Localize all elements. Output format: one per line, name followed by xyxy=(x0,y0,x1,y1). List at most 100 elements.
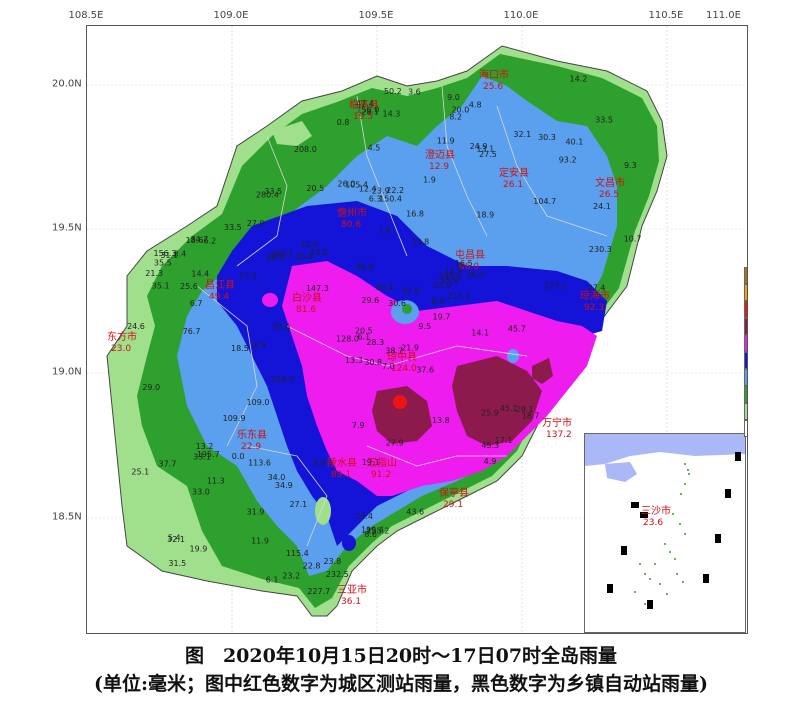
station-value: 20.5 xyxy=(306,184,324,193)
city-value: 36.1 xyxy=(341,597,361,607)
station-value: 18.6 xyxy=(186,236,204,245)
city-name: 白沙县 xyxy=(292,291,322,304)
city-name: 屯昌县 xyxy=(455,248,485,261)
station-value: 23.2 xyxy=(282,571,300,580)
city-value: 22.9 xyxy=(241,442,261,452)
station-value: 31.1 xyxy=(160,251,178,260)
inset-mainland xyxy=(585,434,745,466)
station-value: 8.6 xyxy=(364,530,377,539)
station-value: 6.1 xyxy=(266,575,279,584)
lon-tick-2: 109.0E xyxy=(213,10,249,21)
station-value: 199.4 xyxy=(361,526,384,535)
legend-swatch xyxy=(744,386,747,403)
city-name: 临高县 xyxy=(349,98,379,111)
city-value: 66.0 xyxy=(459,262,479,272)
station-value: 105.4 xyxy=(345,180,368,189)
station-value: 18.9 xyxy=(476,211,494,220)
station-value: 19.1 xyxy=(362,458,380,467)
station-value: 10.7 xyxy=(624,234,642,243)
station-value: 27.9 xyxy=(386,439,404,448)
station-value: 232.5 xyxy=(326,570,349,579)
city-name: 琼中县 xyxy=(387,350,417,363)
station-value: 21.9 xyxy=(401,344,419,353)
cell-25mm-east xyxy=(507,349,519,363)
legend: 8006004002501005025101 xyxy=(744,267,747,437)
station-value: 25.9 xyxy=(481,408,499,417)
station-value: 24.6 xyxy=(127,322,145,331)
legend-swatch xyxy=(744,335,747,352)
station-value: 9.3 xyxy=(624,161,637,170)
lat-tick-2: 19.5N xyxy=(52,222,82,234)
station-value: 4.8 xyxy=(469,100,482,109)
legend-swatch xyxy=(744,420,747,437)
station-value: 26.0 xyxy=(466,270,484,279)
station-value: 31.9 xyxy=(247,507,265,516)
station-value: 26.0 xyxy=(338,180,356,189)
legend-swatch xyxy=(744,301,747,318)
city-value: 49.4 xyxy=(209,292,229,302)
station-value: 16.5 xyxy=(455,259,473,268)
band-250mm-east xyxy=(452,356,542,446)
city-name: 陵水县 xyxy=(327,457,357,469)
rainfall-map: 海口市 25.6 临高县 19.5 澄迈县 12.9 定安县 26.1 文昌市 26.5 儋州市 80… xyxy=(86,25,748,634)
station-value: 12.0 xyxy=(300,240,318,249)
station-value: 113.6 xyxy=(248,459,271,468)
station-value: 33.5 xyxy=(264,187,282,196)
station-value: 17.3 xyxy=(239,272,257,281)
city-value: 137.2 xyxy=(546,430,572,440)
station-value: 0.8 xyxy=(337,118,350,127)
station-value: 10.4 xyxy=(376,283,394,292)
legend-item: 250 xyxy=(744,318,747,335)
station-value: 0.0 xyxy=(232,452,245,461)
city-value: 19.5 xyxy=(353,112,373,122)
city-name: 澄迈县 xyxy=(425,148,455,161)
station-value: 34.9 xyxy=(275,481,293,490)
figure-caption: 图 2020年10月15日20时～17日07时全岛雨量 (单位:毫米；图中红色数… xyxy=(0,642,802,698)
legend-swatch xyxy=(744,352,747,369)
city-value: 29.1 xyxy=(443,500,463,510)
lon-tick-5: 110.5E xyxy=(648,10,684,21)
station-value: 17.1 xyxy=(495,436,513,445)
station-value: 14.2 xyxy=(570,75,588,84)
caption-line-1: 图 2020年10月15日20时～17日07时全岛雨量 xyxy=(184,645,618,667)
station-value: 155.2 xyxy=(366,526,389,535)
station-value: 13.8 xyxy=(432,416,450,425)
station-value: 15.9 xyxy=(441,276,459,285)
station-value: 33.0 xyxy=(192,487,210,496)
station-value: 35.5 xyxy=(154,258,172,267)
legend-swatch xyxy=(744,284,747,301)
legend-swatch xyxy=(744,369,747,386)
station-value: 13.3 xyxy=(345,356,363,365)
station-value: 32.1 xyxy=(513,130,531,139)
station-value: 34.0 xyxy=(268,473,286,482)
station-value: 30.8 xyxy=(364,358,382,367)
city-name: 海口市 xyxy=(479,68,509,81)
lon-tick-3: 109.5E xyxy=(358,10,394,21)
cell-100mm-west xyxy=(262,293,278,307)
station-value: 21.0 xyxy=(433,281,451,290)
station-value: 156.0 xyxy=(356,106,379,115)
city-value: 89.1 xyxy=(331,470,351,480)
station-value: 7.0 xyxy=(382,362,395,371)
station-value: 27.9 xyxy=(247,219,265,228)
station-value: 93.2 xyxy=(559,155,577,164)
caption-line-2: (单位:毫米；图中红色数字为城区测站雨量，黑色数字为乡镇自动站雨量) xyxy=(94,673,708,695)
station-value: 23.4 xyxy=(355,512,373,521)
station-value: 109.0 xyxy=(247,398,270,407)
city-name: 东方市 xyxy=(107,330,137,343)
station-value: 6.1 xyxy=(357,332,370,341)
city-name: 儋州市 xyxy=(337,206,367,219)
station-value: 206.2 xyxy=(271,249,294,258)
station-value: 23.9 xyxy=(372,186,390,195)
station-value: 30.3 xyxy=(538,133,556,142)
station-value: 128.0 xyxy=(336,334,359,343)
station-value: 24.9 xyxy=(470,142,488,151)
station-value: 37.7 xyxy=(159,459,177,468)
station-value: 3.6 xyxy=(408,87,421,96)
city-name: 乐东县 xyxy=(237,428,267,441)
legend-swatch xyxy=(744,267,747,284)
city-name: 万宁市 xyxy=(542,416,572,429)
city-name: 琼海市 xyxy=(580,289,610,302)
station-value: 14.0 xyxy=(310,248,328,257)
station-value: 43.6 xyxy=(406,508,424,517)
